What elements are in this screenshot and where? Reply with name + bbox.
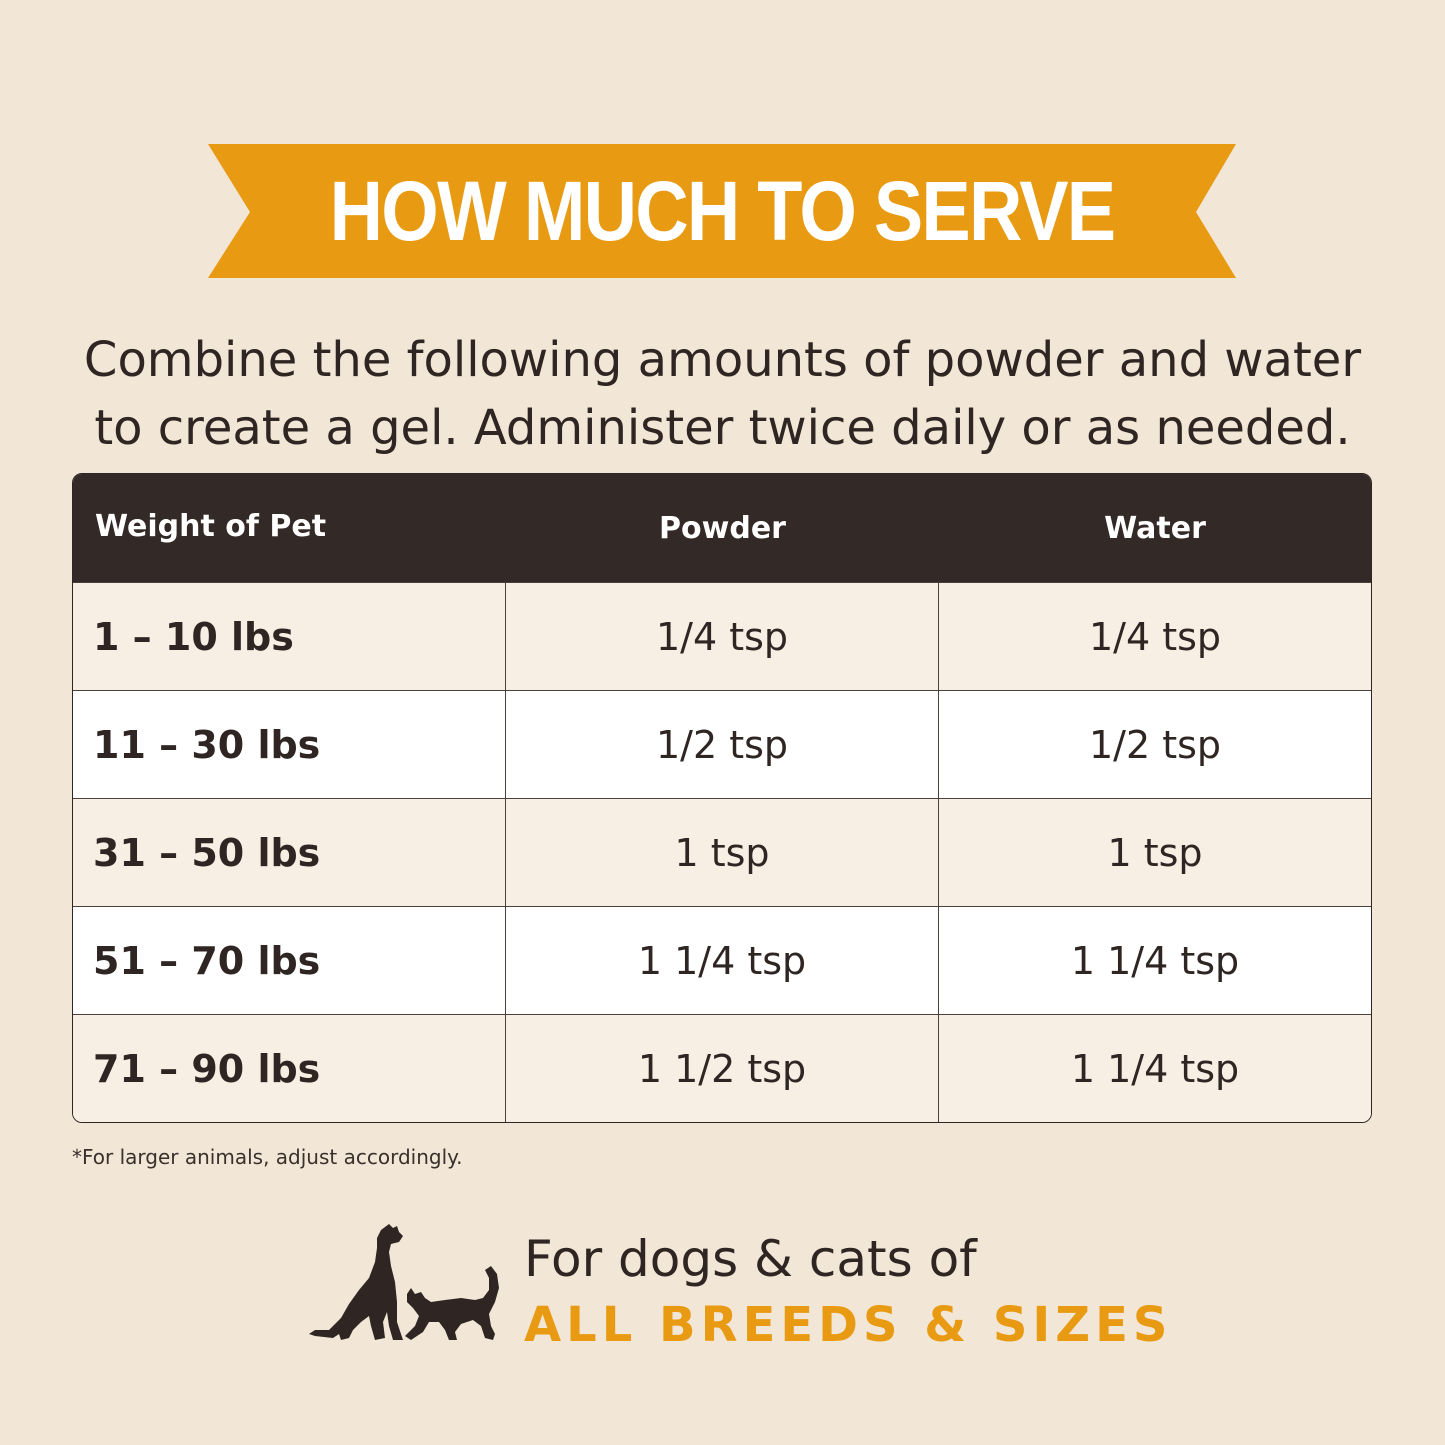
cell-powder: 1 1/4 tsp [506,907,939,1014]
cell-weight: 51 – 70 lbs [73,907,506,1014]
cell-powder: 1/4 tsp [506,583,939,690]
cell-water: 1 1/4 tsp [1070,938,1240,983]
for-dogs-cats-text: For dogs & cats of [524,1230,977,1288]
header-powder: Powder [659,510,786,546]
cell-water: 1/2 tsp [1088,722,1222,767]
all-breeds-sizes-text: ALL BREEDS & SIZES [524,1297,1173,1353]
dog-and-cat-icon [309,1224,499,1340]
cell-weight: 31 – 50 lbs [73,799,506,906]
intro-text: Combine the following amounts of powder … [40,326,1405,462]
footnote: *For larger animals, adjust accordingly. [72,1145,463,1169]
table-row: 51 – 70 lbs 1 1/4 tsp 1 1/4 tsp [73,906,1371,1014]
cell-water: 1/4 tsp [1088,614,1222,659]
table-row: 11 – 30 lbs 1/2 tsp 1/2 tsp [73,690,1371,798]
cell-powder: 1 1/2 tsp [506,1015,939,1122]
intro-line-2: to create a gel. Administer twice daily … [94,400,1351,456]
dog-and-cat-icon [305,1222,505,1346]
cell-weight: 71 – 90 lbs [73,1015,506,1122]
banner-title: HOW MUCH TO SERVE [329,163,1116,258]
cell-water: 1 tsp [1107,830,1203,875]
serving-table: Weight of Pet Powder Water 1 – 10 lbs 1/… [72,473,1372,1123]
cell-powder: 1/2 tsp [506,691,939,798]
cell-weight: 1 – 10 lbs [73,583,506,690]
cell-powder: 1 tsp [506,799,939,906]
cell-weight: 11 – 30 lbs [73,691,506,798]
table-row: 71 – 90 lbs 1 1/2 tsp 1 1/4 tsp [73,1014,1371,1122]
table-row: 31 – 50 lbs 1 tsp 1 tsp [73,798,1371,906]
cell-water: 1 1/4 tsp [1070,1046,1240,1091]
header-weight: Weight of Pet [95,508,327,544]
title-banner: HOW MUCH TO SERVE [206,140,1238,282]
banner-ribbon-shape [208,144,1236,278]
table-row: 1 – 10 lbs 1/4 tsp 1/4 tsp [73,582,1371,690]
intro-line-1: Combine the following amounts of powder … [83,332,1362,388]
header-water: Water [1104,510,1206,546]
table-header-row: Weight of Pet Powder Water [73,474,1371,582]
